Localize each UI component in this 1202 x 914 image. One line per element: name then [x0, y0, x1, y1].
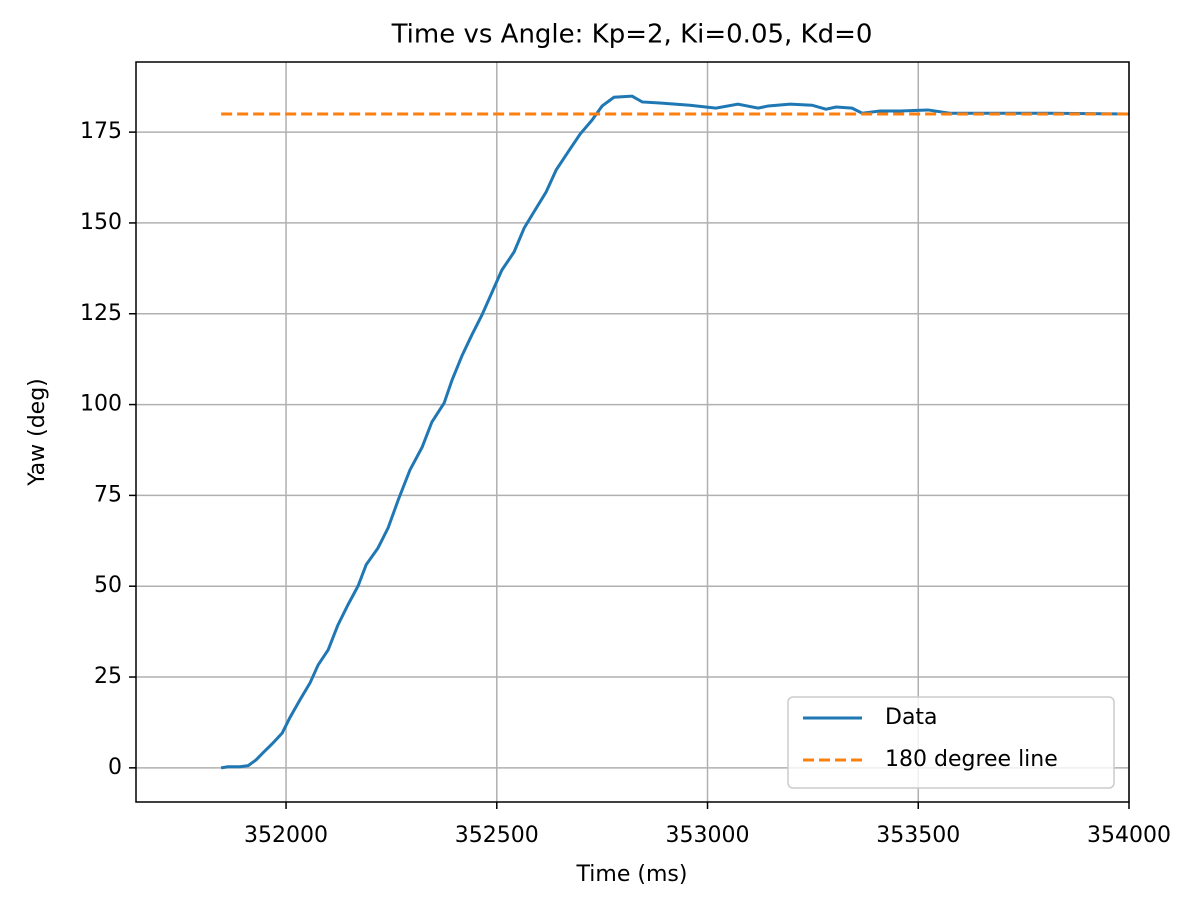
- y-tick-label: 0: [108, 755, 122, 780]
- x-tick-label: 353500: [876, 823, 960, 848]
- y-tick-label: 100: [80, 392, 122, 417]
- x-tick-label: 354000: [1087, 823, 1171, 848]
- y-tick-label: 25: [94, 664, 122, 689]
- legend-label: 180 degree line: [885, 747, 1058, 772]
- y-axis-label: Yaw (deg): [25, 378, 50, 487]
- data-line: [220, 94, 1130, 770]
- y-tick-label: 125: [80, 301, 122, 326]
- x-tick-label: 352000: [244, 823, 328, 848]
- plot-frame: [135, 61, 1130, 803]
- y-tick-label: 50: [94, 573, 122, 598]
- legend-box: [787, 696, 1115, 789]
- y-tick-label: 75: [94, 482, 122, 507]
- y-tick-label: 175: [80, 119, 122, 144]
- x-axis-label: Time (ms): [576, 862, 688, 887]
- legend-label: Data: [885, 705, 938, 730]
- chart-title: Time vs Angle: Kp=2, Ki=0.05, Kd=0: [391, 20, 873, 50]
- x-tick-label: 353000: [666, 823, 750, 848]
- y-tick-label: 150: [80, 210, 122, 235]
- x-tick-label: 352500: [455, 823, 539, 848]
